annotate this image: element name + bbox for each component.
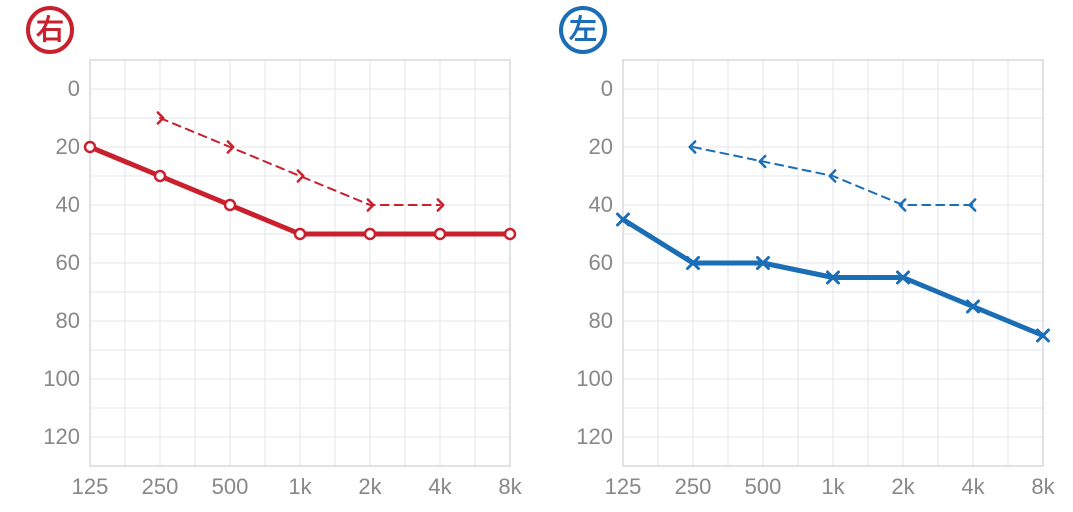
marker-circle xyxy=(155,171,165,181)
y-label: 80 xyxy=(563,308,613,334)
x-label: 2k xyxy=(340,474,400,500)
ear-label-right: 右 xyxy=(26,6,74,54)
y-label: 100 xyxy=(563,366,613,392)
y-label: 100 xyxy=(30,366,80,392)
x-label: 8k xyxy=(1013,474,1073,500)
x-label: 500 xyxy=(733,474,793,500)
x-label: 4k xyxy=(943,474,1003,500)
x-label: 125 xyxy=(60,474,120,500)
y-label: 120 xyxy=(563,424,613,450)
x-label: 1k xyxy=(270,474,330,500)
x-label: 250 xyxy=(130,474,190,500)
marker-circle xyxy=(365,229,375,239)
x-label: 2k xyxy=(873,474,933,500)
y-label: 40 xyxy=(563,192,613,218)
y-label: 40 xyxy=(30,192,80,218)
y-label: 20 xyxy=(563,134,613,160)
y-label: 0 xyxy=(563,76,613,102)
audiogram-right xyxy=(20,6,520,506)
x-label: 125 xyxy=(593,474,653,500)
y-label: 60 xyxy=(30,250,80,276)
marker-circle xyxy=(225,200,235,210)
x-label: 8k xyxy=(480,474,540,500)
y-label: 20 xyxy=(30,134,80,160)
y-label: 80 xyxy=(30,308,80,334)
x-label: 1k xyxy=(803,474,863,500)
ear-label-left: 左 xyxy=(559,6,607,54)
audiogram-left xyxy=(553,6,1053,506)
y-label: 60 xyxy=(563,250,613,276)
x-label: 250 xyxy=(663,474,723,500)
marker-circle xyxy=(435,229,445,239)
marker-circle xyxy=(505,229,515,239)
marker-circle xyxy=(85,142,95,152)
y-label: 120 xyxy=(30,424,80,450)
marker-circle xyxy=(295,229,305,239)
y-label: 0 xyxy=(30,76,80,102)
x-label: 500 xyxy=(200,474,260,500)
x-label: 4k xyxy=(410,474,470,500)
